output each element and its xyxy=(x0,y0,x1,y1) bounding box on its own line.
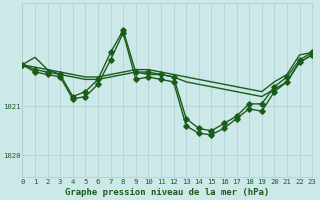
X-axis label: Graphe pression niveau de la mer (hPa): Graphe pression niveau de la mer (hPa) xyxy=(65,188,269,197)
